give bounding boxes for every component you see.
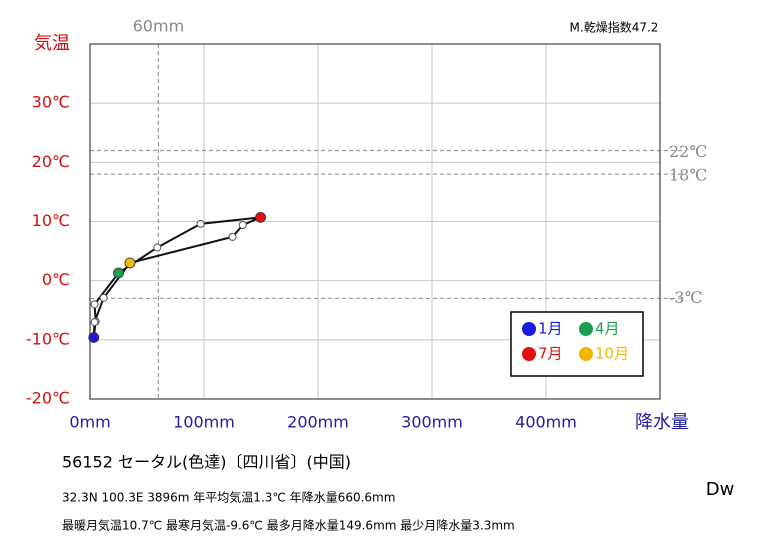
month-point [124,257,136,269]
month-point [88,332,100,343]
y-tick-label: 10℃ [32,211,70,230]
y-axis-label: 気温 [34,33,70,54]
legend-label: 10月 [595,345,629,363]
month-point [255,211,266,223]
month-point [90,318,99,327]
info-line: 32.3N 100.3E 3896m 年平均気温1.3℃ 年降水量660.6mm [62,490,395,505]
legend-box [510,311,644,377]
x-tick-label: 300mm [401,413,463,432]
y-tick-label: 20℃ [32,152,70,171]
month-point [238,221,247,230]
station: 56152 セータル(色達)〔四川省〕(中国) [62,453,351,472]
y-tick-label: -10℃ [26,329,70,348]
plot-frame [89,43,661,400]
reference-label: 60mm [133,17,185,36]
reference-label: -3℃ [669,288,702,307]
x-tick-label: 200mm [287,413,349,432]
climate-code: Dw [706,479,735,500]
info-line: 最暖月気温10.7℃ 最寒月気温-9.6℃ 最多月降水量149.6mm 最少月降… [62,518,515,533]
x-axis-label: 降水量 [635,412,689,433]
reference-label: 22℃ [669,142,707,161]
month-point [113,267,124,279]
x-tick-label: 400mm [515,413,577,432]
x-tick-label: 0mm [69,413,110,432]
y-tick-label: 0℃ [42,270,70,289]
reference-label: 18℃ [669,166,707,185]
legend-marker [579,347,593,361]
legend-label: 7月 [538,345,563,363]
legend-label: 4月 [595,320,620,338]
legend-marker [522,347,536,361]
legend-marker [522,322,536,336]
legend-label: 1月 [538,320,563,338]
month-point [228,232,237,241]
y-tick-label: 30℃ [32,93,70,112]
month-point [153,243,162,252]
dryness-index: M.乾燥指数47.2 [570,20,659,35]
month-point [196,219,205,228]
month-point [90,300,99,309]
legend-marker [579,322,593,336]
month-point [99,293,108,302]
x-tick-label: 100mm [173,413,235,432]
y-tick-label: -20℃ [26,389,70,408]
